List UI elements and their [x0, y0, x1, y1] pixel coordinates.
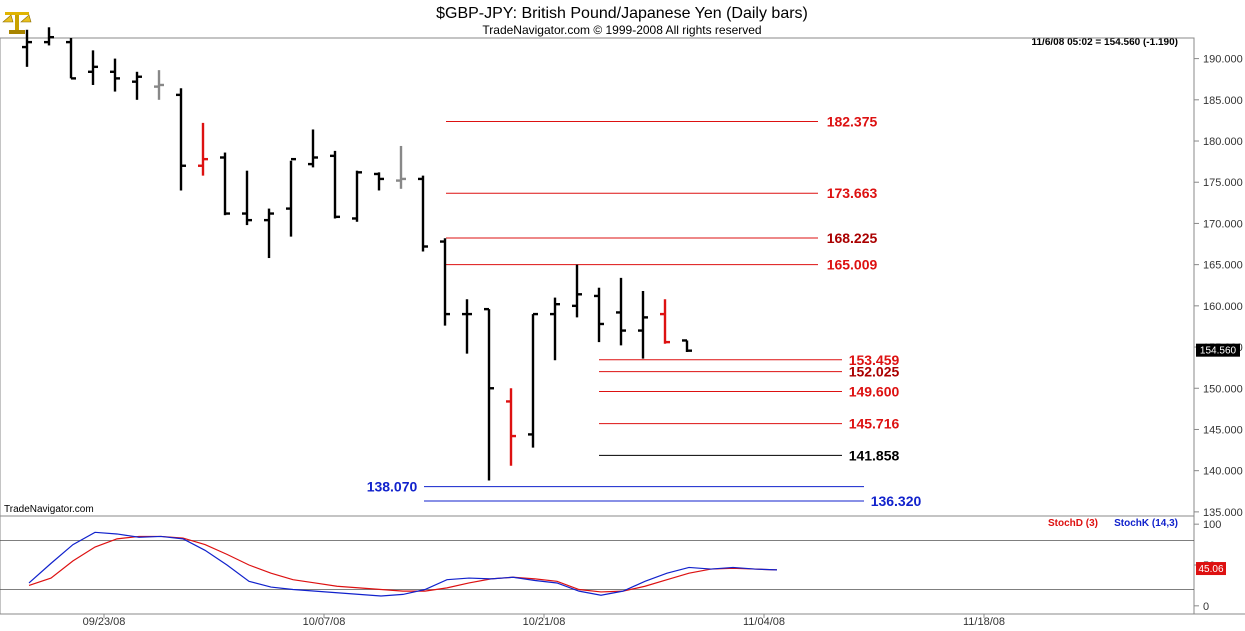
- date-tick-label: 10/07/08: [303, 616, 346, 628]
- price-tick-label: 185.000: [1203, 95, 1243, 107]
- ohlc-bar: [484, 307, 494, 481]
- ohlc-bar: [220, 152, 230, 216]
- stoch-tick-label: 0: [1203, 601, 1209, 613]
- ohlc-bar: [682, 339, 692, 352]
- level-label-149.600: 149.600: [849, 384, 900, 400]
- watermark: TradeNavigator.com: [4, 504, 94, 515]
- chart-title: $GBP-JPY: British Pound/Japanese Yen (Da…: [436, 5, 808, 22]
- ohlc-bar: [594, 287, 604, 343]
- ohlc-bar: [440, 238, 450, 326]
- chart-subtitle: TradeNavigator.com © 1999-2008 All right…: [482, 23, 761, 37]
- ohlc-bar: [330, 150, 340, 219]
- date-tick-label: 11/18/08: [963, 616, 1005, 628]
- date-axis: 09/23/08 10/07/08 10/21/08 11/04/08 11/18/08: [83, 614, 1005, 628]
- level-label-138.070: 138.070: [367, 479, 418, 495]
- ohlc-bar: [132, 71, 142, 100]
- stochd-line: [28, 535, 778, 593]
- ohlc-bar: [660, 299, 670, 344]
- level-lines: 182.375 173.663 168.225 165.009 153.459152.0…: [367, 113, 922, 509]
- date-tick-label: 09/23/08: [83, 616, 126, 628]
- price-tick-label: 170.000: [1203, 218, 1243, 230]
- last-price-marker: [1196, 343, 1240, 357]
- ohlc-bar: [198, 122, 208, 176]
- ohlc-bars: [22, 27, 692, 481]
- ohlc-bar: [22, 29, 32, 67]
- level-label-145.716: 145.716: [849, 416, 900, 432]
- stochd-legend: StochD (3): [1048, 518, 1098, 529]
- ohlc-bar: [638, 291, 648, 359]
- ohlc-bar: [550, 297, 560, 361]
- ohlc-bar: [286, 157, 296, 237]
- price-tick-label: 165.000: [1203, 260, 1243, 272]
- level-label-182.375: 182.375: [827, 113, 878, 129]
- level-label-136.320: 136.320: [871, 493, 922, 509]
- level-label-141.858: 141.858: [849, 447, 900, 463]
- stochastic-lines: 100500: [0, 519, 1221, 613]
- level-label-165.009: 165.009: [827, 257, 878, 273]
- price-tick-label: 140.000: [1203, 466, 1243, 478]
- ohlc-bar: [352, 170, 362, 222]
- ohlc-bar: [154, 70, 164, 100]
- ohlc-bar: [462, 299, 472, 354]
- ohlc-bar: [396, 145, 406, 189]
- stochk-legend: StochK (14,3): [1114, 518, 1178, 529]
- stoch-last-label: 45.06: [1198, 564, 1223, 575]
- ohlc-bar: [242, 170, 252, 226]
- ohlc-bar: [110, 58, 120, 92]
- price-axis: 190.000 185.000 180.000 175.000 170.000 165.0…: [1194, 54, 1243, 519]
- level-label-152.025: 152.025: [849, 364, 900, 380]
- price-tick-label: 160.000: [1203, 301, 1243, 313]
- ohlc-bar: [66, 38, 76, 80]
- level-label-168.225: 168.225: [827, 230, 878, 246]
- ohlc-bar: [506, 388, 516, 466]
- ohlc-bar: [528, 312, 538, 448]
- price-panel: [0, 37, 1195, 517]
- level-label-173.663: 173.663: [827, 185, 878, 201]
- price-tick-label: 190.000: [1203, 54, 1243, 66]
- ohlc-bar: [418, 175, 428, 252]
- date-tick-label: 10/21/08: [523, 616, 566, 628]
- level-label-153.459: 153.459: [849, 352, 900, 368]
- ohlc-bar: [176, 88, 186, 191]
- stoch-last-marker: [1196, 562, 1226, 576]
- ohlc-bar: [616, 277, 626, 346]
- price-tick-label: 150.000: [1203, 383, 1243, 395]
- ohlc-bar: [44, 27, 54, 46]
- price-tick-label: 180.000: [1203, 136, 1243, 148]
- ohlc-bar: [374, 172, 384, 191]
- ohlc-bar: [264, 208, 274, 259]
- stoch-tick-label: 100: [1203, 519, 1221, 531]
- ohlc-bar: [572, 264, 582, 318]
- ohlc-bar: [88, 50, 98, 85]
- price-tick-label: 175.000: [1203, 177, 1243, 189]
- price-tick-label: 145.000: [1203, 424, 1243, 436]
- quote-readout: 11/6/08 05:02 = 154.560 (-1.190): [1031, 37, 1178, 48]
- last-price-label: 154.560: [1200, 346, 1237, 357]
- ohlc-bar: [308, 129, 318, 168]
- date-tick-label: 11/04/08: [743, 616, 785, 628]
- price-tick-label: 135.000: [1203, 507, 1243, 519]
- scales-logo-icon: [2, 12, 32, 34]
- stochk-line: [28, 531, 778, 597]
- stochastic-panel: [0, 515, 1195, 615]
